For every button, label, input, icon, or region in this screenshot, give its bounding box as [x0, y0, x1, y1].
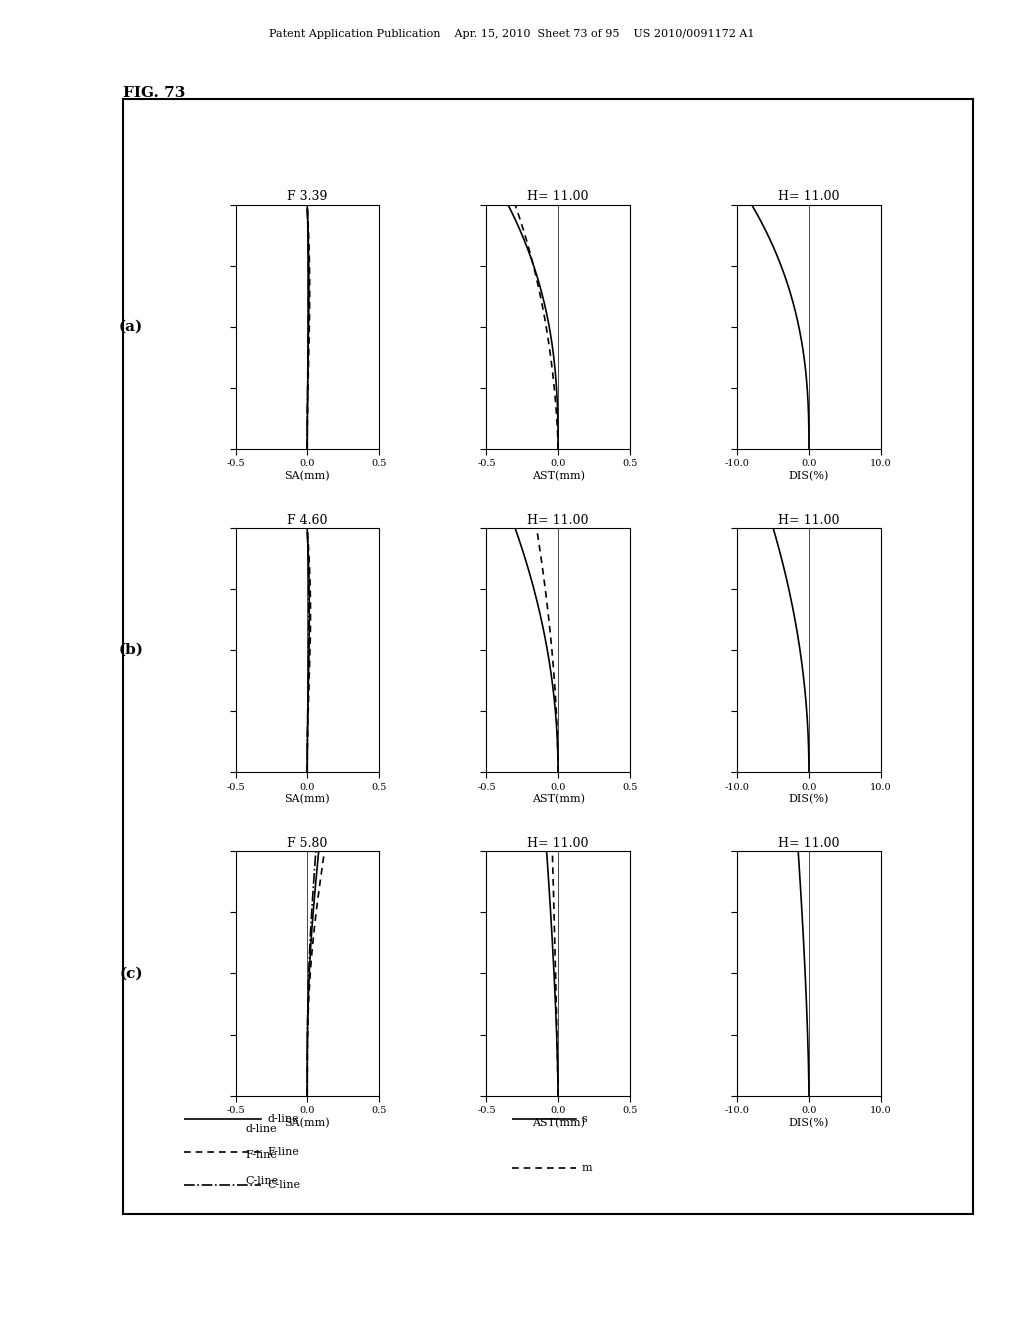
Title: F 3.39: F 3.39	[287, 190, 328, 203]
Title: H= 11.00: H= 11.00	[778, 190, 840, 203]
Title: F 4.60: F 4.60	[287, 513, 328, 527]
Text: (a): (a)	[119, 319, 143, 334]
Text: d-line: d-line	[246, 1123, 278, 1134]
Title: H= 11.00: H= 11.00	[527, 190, 589, 203]
X-axis label: AST(mm): AST(mm)	[531, 471, 585, 482]
Text: C-line: C-line	[267, 1180, 300, 1189]
Title: H= 11.00: H= 11.00	[527, 837, 589, 850]
Text: F-line: F-line	[267, 1147, 299, 1156]
Title: H= 11.00: H= 11.00	[778, 837, 840, 850]
Title: H= 11.00: H= 11.00	[527, 513, 589, 527]
Text: (c): (c)	[120, 966, 143, 981]
Text: C-line: C-line	[246, 1176, 279, 1187]
Title: F 5.80: F 5.80	[287, 837, 328, 850]
Text: s: s	[582, 1114, 587, 1123]
X-axis label: SA(mm): SA(mm)	[285, 471, 330, 482]
X-axis label: DIS(%): DIS(%)	[788, 795, 829, 805]
Text: F-line: F-line	[246, 1150, 278, 1160]
Text: FIG. 73: FIG. 73	[123, 86, 185, 100]
X-axis label: AST(mm): AST(mm)	[531, 1118, 585, 1129]
X-axis label: DIS(%): DIS(%)	[788, 1118, 829, 1129]
Text: Patent Application Publication    Apr. 15, 2010  Sheet 73 of 95    US 2010/00911: Patent Application Publication Apr. 15, …	[269, 29, 755, 40]
X-axis label: DIS(%): DIS(%)	[788, 471, 829, 482]
X-axis label: SA(mm): SA(mm)	[285, 795, 330, 805]
Text: d-line: d-line	[267, 1114, 299, 1123]
X-axis label: SA(mm): SA(mm)	[285, 1118, 330, 1129]
X-axis label: AST(mm): AST(mm)	[531, 795, 585, 805]
Text: m: m	[582, 1163, 592, 1173]
Title: H= 11.00: H= 11.00	[778, 513, 840, 527]
Text: (b): (b)	[119, 643, 143, 657]
